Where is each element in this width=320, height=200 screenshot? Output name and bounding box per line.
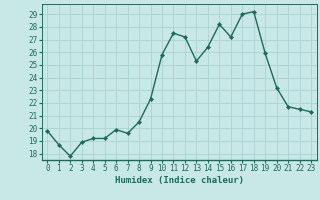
X-axis label: Humidex (Indice chaleur): Humidex (Indice chaleur) [115, 176, 244, 185]
